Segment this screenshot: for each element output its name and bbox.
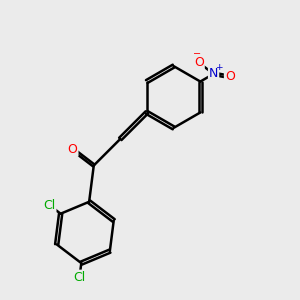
Text: −: − bbox=[193, 50, 202, 59]
Text: O: O bbox=[225, 70, 235, 83]
Text: O: O bbox=[194, 56, 204, 69]
Text: O: O bbox=[68, 143, 77, 156]
Text: +: + bbox=[215, 64, 222, 73]
Text: Cl: Cl bbox=[43, 199, 56, 212]
Text: Cl: Cl bbox=[74, 271, 86, 284]
Text: N: N bbox=[209, 68, 218, 80]
